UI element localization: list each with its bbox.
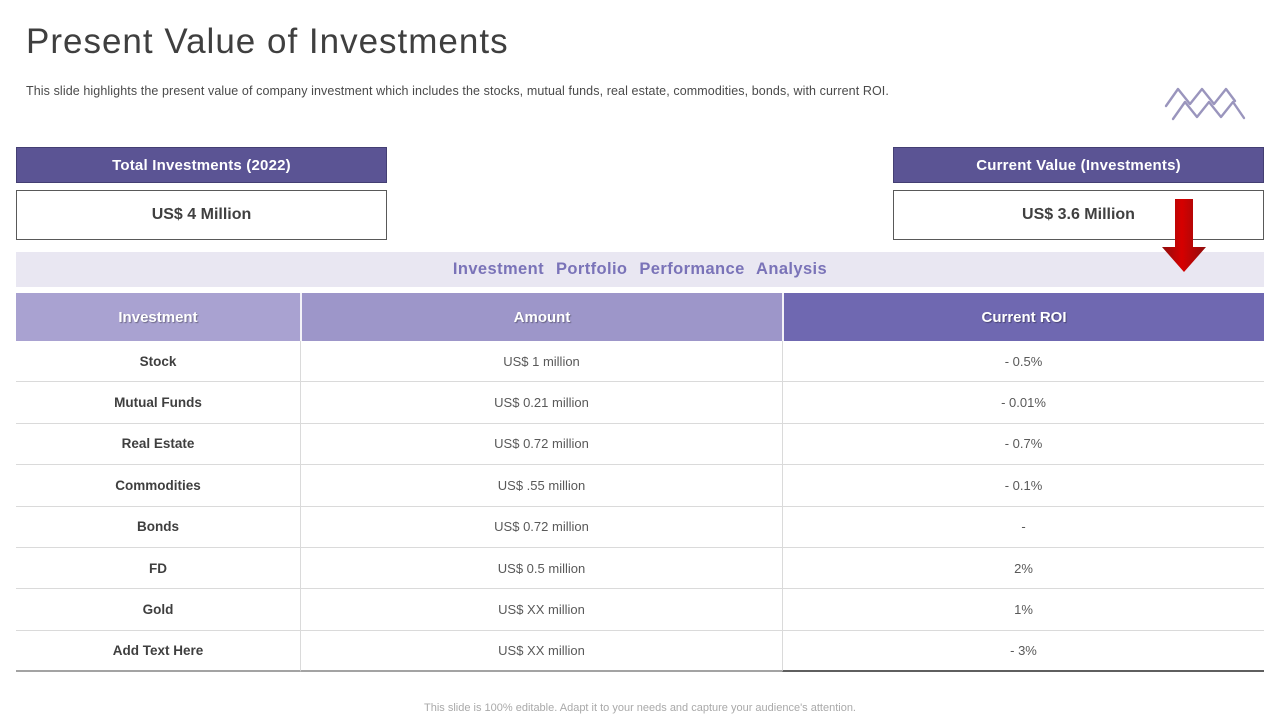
table-row: Gold US$ XX million 1% <box>16 589 1264 631</box>
cell-roi: - 0.5% <box>782 341 1264 383</box>
current-value-value: US$ 3.6 Million <box>893 190 1264 240</box>
cell-investment: Add Text Here <box>16 631 300 673</box>
cell-amount: US$ 0.21 million <box>300 382 782 424</box>
cell-roi: - <box>782 506 1264 548</box>
cell-roi: - 0.1% <box>782 465 1264 507</box>
current-value-box: Current Value (Investments) US$ 3.6 Mill… <box>893 147 1264 240</box>
table-row: Commodities US$ .55 million - 0.1% <box>16 465 1264 507</box>
table-body: Stock US$ 1 million - 0.5% Mutual Funds US$ … <box>16 341 1264 673</box>
cell-roi: 2% <box>782 547 1264 590</box>
table-row: Mutual Funds US$ 0.21 million - 0.01% <box>16 382 1264 424</box>
cell-investment: Gold <box>16 589 300 631</box>
total-investments-value: US$ 4 Million <box>16 190 387 240</box>
cell-roi: - 0.7% <box>782 423 1264 466</box>
table-row: Real Estate US$ 0.72 million - 0.7% <box>16 423 1264 466</box>
cell-investment: Real Estate <box>16 424 300 466</box>
cell-investment: Bonds <box>16 507 300 548</box>
table-header-row: Investment Amount Current ROI <box>16 293 1264 341</box>
table-row: Add Text Here US$ XX million - 3% <box>16 630 1264 673</box>
red-down-arrow-icon <box>1162 199 1206 278</box>
investment-table: Investment Amount Current ROI Stock US$ 1… <box>16 293 1264 673</box>
cell-investment: FD <box>16 548 300 590</box>
cell-amount: US$ 0.72 million <box>300 506 782 548</box>
cell-roi: - 3% <box>782 630 1264 673</box>
cell-amount: US$ 0.5 million <box>300 547 782 590</box>
cell-roi: 1% <box>782 589 1264 631</box>
table-row: Stock US$ 1 million - 0.5% <box>16 341 1264 383</box>
table-row: Bonds US$ 0.72 million - <box>16 506 1264 548</box>
cell-investment: Commodities <box>16 465 300 507</box>
slide-footer-note: This slide is 100% editable. Adapt it to… <box>424 702 856 714</box>
cell-amount: US$ 1 million <box>300 341 782 383</box>
section-header-title: Investment Portfolio Performance Analysi… <box>452 260 828 278</box>
zigzag-mountains-icon <box>1164 82 1248 127</box>
total-investments-label: Total Investments (2022) <box>16 147 387 183</box>
column-header-investment: Investment <box>16 293 300 341</box>
cell-amount: US$ XX million <box>300 630 782 673</box>
cell-amount: US$ XX million <box>300 589 782 631</box>
page-title: Present Value of Investments <box>26 22 509 61</box>
column-header-amount: Amount <box>300 293 782 341</box>
cell-amount: US$ 0.72 million <box>300 423 782 466</box>
cell-roi: - 0.01% <box>782 382 1264 424</box>
current-value-label: Current Value (Investments) <box>893 147 1264 183</box>
cell-investment: Stock <box>16 341 300 383</box>
slide-subtitle: This slide highlights the present value … <box>26 84 889 98</box>
total-investments-box: Total Investments (2022) US$ 4 Million <box>16 147 387 240</box>
cell-amount: US$ .55 million <box>300 465 782 507</box>
section-header-band: Investment Portfolio Performance Analysi… <box>16 252 1264 287</box>
cell-investment: Mutual Funds <box>16 382 300 424</box>
column-header-current-roi: Current ROI <box>782 293 1264 341</box>
table-row: FD US$ 0.5 million 2% <box>16 547 1264 590</box>
